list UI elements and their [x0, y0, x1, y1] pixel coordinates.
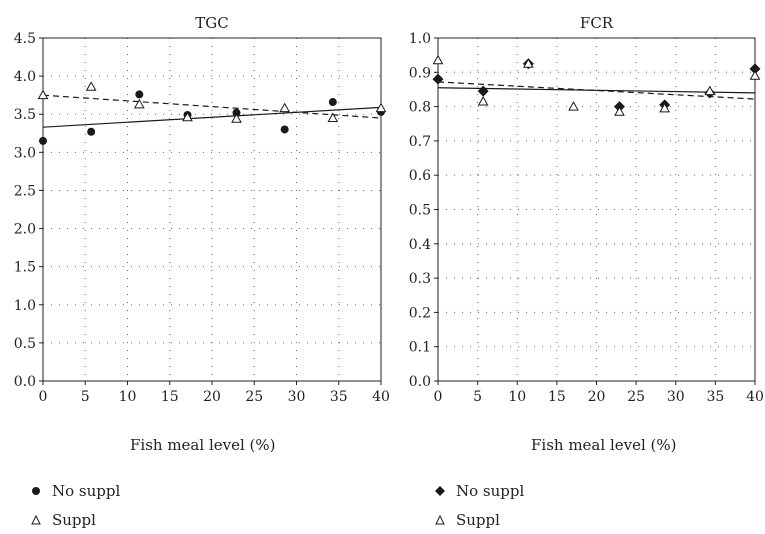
tgc-y-tick-label: 4.0 — [14, 69, 36, 85]
fcr-x-tick-label: 35 — [706, 389, 724, 405]
tgc-point-suppl — [85, 81, 97, 91]
tgc-point-no-suppl — [135, 90, 144, 99]
diamond-marker-icon — [435, 485, 445, 496]
fcr-legend: No suppl Suppl — [434, 476, 524, 534]
fcr-chart-title: FCR — [580, 14, 614, 32]
tgc-y-tick-label: 0.0 — [14, 374, 36, 390]
fcr-point-no-suppl — [477, 85, 489, 97]
tgc-point-no-suppl — [39, 136, 47, 145]
fcr-x-tick-label: 0 — [434, 389, 443, 405]
tgc-y-tick-label: 2.5 — [14, 183, 36, 199]
fcr-point-suppl — [704, 85, 716, 96]
tgc-y-tick-label: 4.5 — [14, 31, 36, 47]
tgc-x-tick-label: 20 — [203, 389, 221, 405]
tgc-y-tick-label: 2.0 — [14, 222, 36, 238]
triangle-marker-icon — [31, 514, 41, 524]
tgc-point-suppl — [327, 112, 339, 123]
tgc-x-tick-label: 40 — [372, 389, 390, 405]
tgc-y-tick-label: 3.0 — [14, 145, 36, 161]
fcr-legend-label-no-suppl: No suppl — [456, 481, 525, 500]
tgc-point-suppl — [133, 98, 145, 109]
fcr-y-tick-label: 0.8 — [409, 100, 431, 116]
tgc-x-axis-label: Fish meal level (%) — [130, 436, 276, 454]
fcr-legend-item-suppl: Suppl — [434, 505, 524, 534]
tgc-x-tick-label: 35 — [330, 389, 348, 405]
fcr-legend-label-suppl: Suppl — [456, 510, 500, 529]
fcr-point-suppl — [659, 102, 671, 113]
tgc-y-tick-label: 1.5 — [14, 260, 36, 276]
fcr-y-tick-label: 0.5 — [409, 203, 431, 219]
tgc-point-suppl — [231, 113, 242, 123]
tgc-trendline-suppl — [42, 94, 382, 119]
tgc-y-tick-label: 3.5 — [14, 107, 36, 123]
tgc-x-tick-label: 30 — [288, 389, 306, 405]
fcr-point-suppl — [477, 95, 489, 106]
fcr-trendline-suppl — [437, 81, 756, 100]
tgc-y-tick-label: 0.5 — [14, 336, 36, 352]
tgc-legend-label-suppl: Suppl — [52, 510, 96, 529]
tgc-chart-title: TGC — [195, 14, 228, 32]
tgc-point-no-suppl — [232, 108, 241, 117]
fcr-y-tick-label: 0.7 — [409, 134, 431, 150]
tgc-legend-item-no-suppl: No suppl — [30, 476, 120, 505]
fcr-point-suppl — [432, 54, 444, 65]
fcr-trendline-no-suppl — [437, 87, 756, 94]
tgc-point-no-suppl — [87, 127, 96, 136]
tgc-legend: No suppl Suppl — [30, 476, 120, 534]
tgc-trendline-no-suppl — [42, 106, 382, 128]
fcr-y-tick-label: 0.0 — [409, 374, 431, 390]
tgc-legend-label-no-suppl: No suppl — [52, 481, 121, 500]
fcr-y-tick-label: 0.4 — [409, 237, 431, 253]
tgc-point-suppl — [279, 102, 291, 113]
fcr-x-tick-label: 30 — [667, 389, 685, 405]
fcr-y-tick-label: 0.2 — [409, 305, 431, 321]
tgc-point-suppl — [375, 102, 387, 113]
fcr-point-suppl — [749, 70, 761, 80]
fcr-point-no-suppl — [432, 73, 444, 85]
fcr-y-tick-label: 0.1 — [409, 340, 431, 356]
fcr-y-tick-label: 0.9 — [409, 65, 431, 81]
fcr-point-suppl — [522, 58, 534, 68]
tgc-x-tick-label: 15 — [161, 389, 179, 405]
fcr-legend-item-no-suppl: No suppl — [434, 476, 524, 505]
fcr-x-tick-label: 5 — [473, 389, 482, 405]
fcr-x-tick-label: 20 — [588, 389, 606, 405]
tgc-point-suppl — [182, 111, 193, 122]
tgc-legend-item-suppl: Suppl — [30, 505, 120, 534]
fcr-point-no-suppl — [749, 63, 761, 75]
fcr-x-axis-label: Fish meal level (%) — [531, 436, 677, 454]
tgc-y-tick-label: 1.0 — [14, 298, 36, 314]
tgc-x-tick-label: 5 — [81, 389, 90, 405]
tgc-point-no-suppl — [328, 98, 337, 107]
triangle-marker-icon — [435, 514, 445, 524]
fcr-y-tick-label: 0.6 — [409, 168, 431, 184]
tgc-point-no-suppl — [280, 125, 289, 134]
tgc-x-tick-label: 0 — [39, 389, 48, 405]
fcr-x-tick-label: 40 — [746, 389, 764, 405]
tgc-x-tick-label: 10 — [119, 389, 137, 405]
fcr-point-suppl — [568, 101, 579, 111]
fcr-y-tick-label: 1.0 — [409, 31, 431, 47]
fcr-x-tick-label: 25 — [627, 389, 645, 405]
tgc-point-suppl — [37, 89, 49, 100]
fcr-point-suppl — [614, 106, 625, 116]
fcr-x-tick-label: 15 — [548, 389, 566, 405]
fcr-x-tick-label: 10 — [508, 389, 526, 405]
fcr-y-tick-label: 0.3 — [409, 271, 431, 287]
circle-marker-icon — [32, 486, 40, 495]
tgc-x-tick-label: 25 — [245, 389, 263, 405]
